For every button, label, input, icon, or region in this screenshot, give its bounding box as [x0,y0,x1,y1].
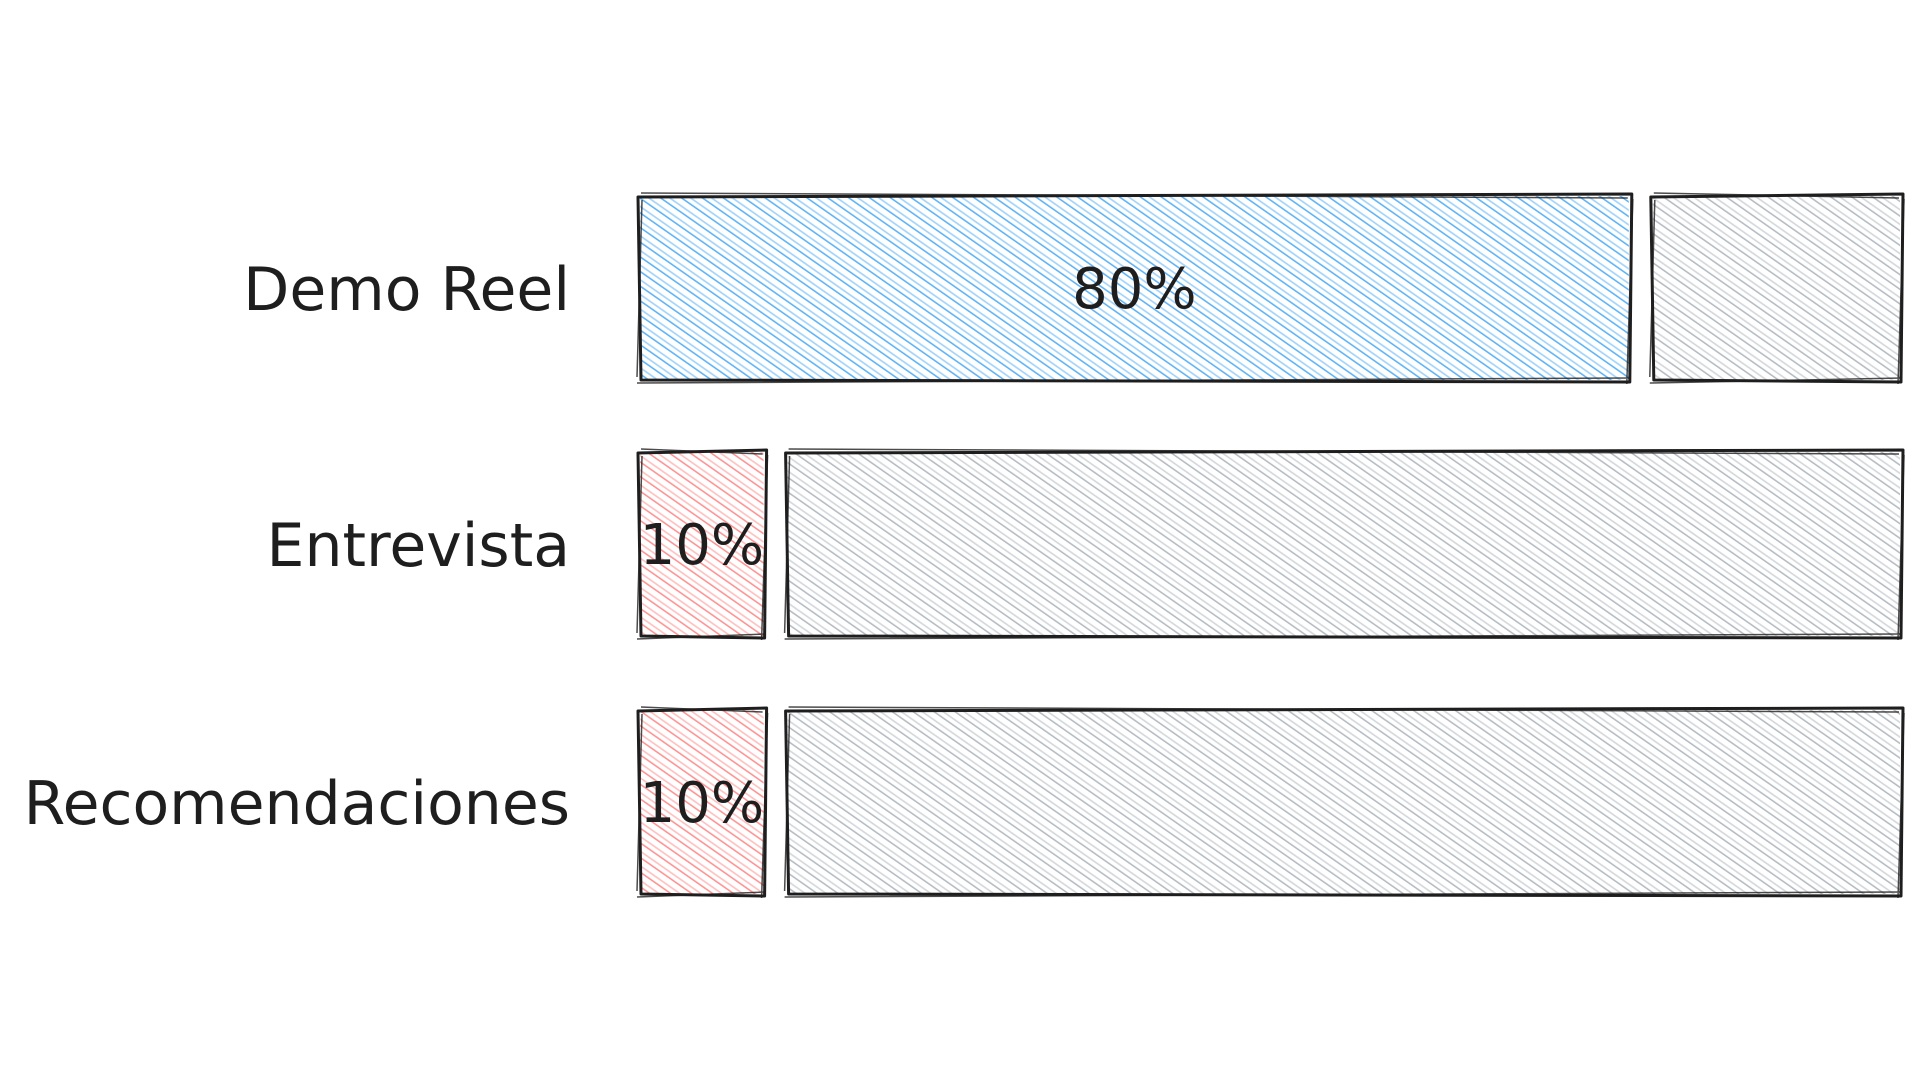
bar-filled-segment [636,192,1634,385]
bar-filled-segment [636,448,769,641]
value-label: 80% [1072,257,1196,322]
bar-filled-segment [636,706,769,899]
bar-row: Recomendaciones 10% [24,706,1905,899]
category-label: Entrevista [267,511,570,581]
category-label: Recomendaciones [24,769,570,839]
bar-remainder-segment [783,448,1905,641]
category-label: Demo Reel [243,255,570,325]
bar-remainder-segment [1649,192,1905,385]
bar-row: Demo Reel 80% [243,192,1905,385]
value-label: 10% [640,771,764,836]
bar-row: Entrevista 10% [267,448,1905,641]
bar-remainder-segment [783,706,1905,899]
value-label: 10% [640,513,764,578]
